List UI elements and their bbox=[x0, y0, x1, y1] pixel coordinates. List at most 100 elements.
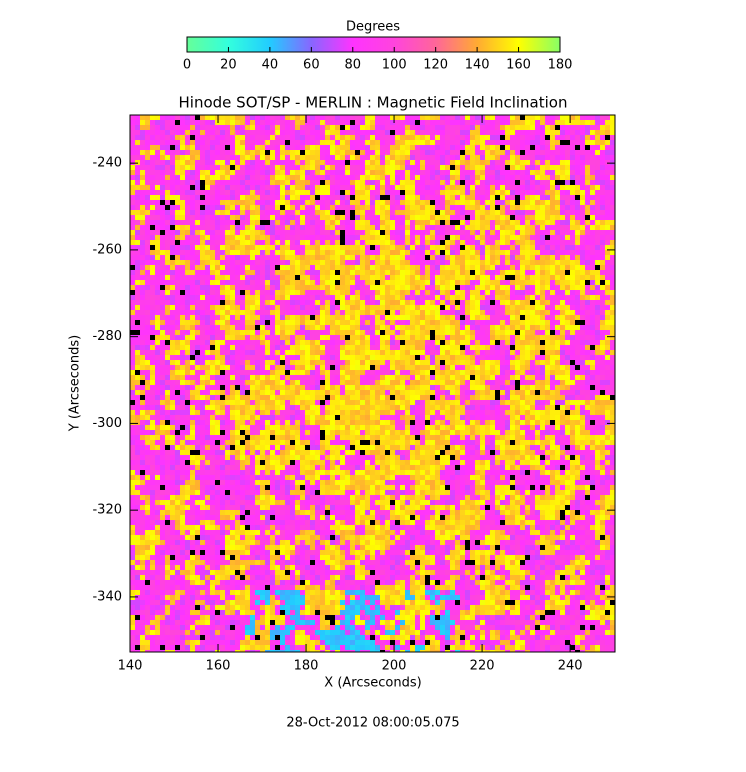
image-pixel bbox=[305, 280, 310, 285]
image-pixel bbox=[440, 240, 445, 245]
image-pixel bbox=[165, 320, 170, 325]
image-pixel bbox=[145, 320, 150, 325]
image-pixel bbox=[185, 230, 190, 235]
image-pixel bbox=[605, 120, 610, 125]
image-pixel bbox=[275, 225, 280, 230]
image-pixel bbox=[275, 155, 280, 160]
image-pixel bbox=[155, 345, 160, 350]
image-pixel bbox=[235, 205, 240, 210]
image-pixel bbox=[365, 270, 370, 275]
image-pixel bbox=[550, 250, 555, 255]
image-pixel bbox=[585, 345, 590, 350]
image-pixel bbox=[330, 190, 335, 195]
image-pixel bbox=[275, 200, 280, 205]
image-pixel bbox=[445, 170, 450, 175]
image-pixel bbox=[585, 175, 590, 180]
image-pixel bbox=[405, 280, 410, 285]
image-pixel bbox=[490, 340, 495, 345]
image-pixel bbox=[175, 210, 180, 215]
image-pixel bbox=[440, 350, 445, 355]
image-pixel bbox=[195, 200, 200, 205]
image-pixel bbox=[315, 265, 320, 270]
image-pixel bbox=[185, 200, 190, 205]
image-pixel bbox=[370, 345, 375, 350]
image-pixel bbox=[400, 305, 405, 310]
image-pixel bbox=[260, 260, 265, 265]
image-pixel bbox=[195, 235, 200, 240]
image-pixel bbox=[605, 175, 610, 180]
image-pixel bbox=[520, 225, 525, 230]
image-pixel bbox=[590, 155, 595, 160]
image-pixel bbox=[170, 240, 175, 245]
image-pixel bbox=[225, 235, 230, 240]
image-pixel bbox=[270, 275, 275, 280]
image-pixel bbox=[540, 235, 545, 240]
image-pixel bbox=[260, 250, 265, 255]
image-pixel bbox=[285, 220, 290, 225]
image-pixel bbox=[295, 290, 300, 295]
image-pixel bbox=[345, 335, 350, 340]
image-pixel bbox=[380, 225, 385, 230]
image-pixel bbox=[405, 350, 410, 355]
image-pixel bbox=[330, 370, 335, 375]
image-pixel bbox=[200, 330, 205, 335]
image-pixel bbox=[370, 290, 375, 295]
image-pixel bbox=[180, 335, 185, 340]
image-pixel bbox=[220, 250, 225, 255]
image-pixel bbox=[240, 355, 245, 360]
image-pixel bbox=[430, 120, 435, 125]
image-pixel bbox=[140, 365, 145, 370]
image-pixel bbox=[380, 235, 385, 240]
image-pixel bbox=[430, 215, 435, 220]
image-pixel bbox=[540, 215, 545, 220]
image-pixel bbox=[390, 180, 395, 185]
image-pixel bbox=[325, 280, 330, 285]
image-pixel bbox=[490, 160, 495, 165]
image-pixel bbox=[260, 175, 265, 180]
image-pixel bbox=[385, 235, 390, 240]
image-pixel bbox=[415, 290, 420, 295]
image-pixel bbox=[360, 260, 365, 265]
image-pixel bbox=[255, 335, 260, 340]
image-pixel bbox=[535, 225, 540, 230]
image-pixel bbox=[350, 200, 355, 205]
image-pixel bbox=[330, 150, 335, 155]
image-pixel bbox=[210, 370, 215, 375]
image-pixel bbox=[290, 325, 295, 330]
image-pixel bbox=[300, 235, 305, 240]
image-pixel bbox=[230, 235, 235, 240]
image-pixel bbox=[150, 250, 155, 255]
image-pixel bbox=[275, 345, 280, 350]
image-pixel bbox=[330, 290, 335, 295]
image-pixel bbox=[525, 235, 530, 240]
image-pixel bbox=[480, 275, 485, 280]
image-pixel bbox=[595, 155, 600, 160]
image-pixel bbox=[140, 250, 145, 255]
image-pixel bbox=[520, 125, 525, 130]
image-pixel bbox=[420, 120, 425, 125]
image-pixel bbox=[155, 305, 160, 310]
image-pixel bbox=[395, 260, 400, 265]
image-pixel bbox=[590, 170, 595, 175]
image-pixel bbox=[280, 280, 285, 285]
image-pixel bbox=[550, 175, 555, 180]
image-pixel bbox=[280, 265, 285, 270]
image-pixel bbox=[295, 325, 300, 330]
image-pixel bbox=[350, 245, 355, 250]
image-pixel bbox=[575, 225, 580, 230]
image-pixel bbox=[265, 290, 270, 295]
image-pixel bbox=[505, 125, 510, 130]
image-pixel bbox=[565, 185, 570, 190]
image-pixel bbox=[320, 290, 325, 295]
image-pixel bbox=[265, 310, 270, 315]
image-pixel bbox=[150, 245, 155, 250]
image-pixel bbox=[270, 115, 275, 120]
image-pixel bbox=[265, 190, 270, 195]
image-pixel bbox=[410, 115, 415, 120]
image-pixel bbox=[150, 355, 155, 360]
image-pixel bbox=[435, 310, 440, 315]
image-pixel bbox=[415, 190, 420, 195]
image-pixel bbox=[375, 170, 380, 175]
image-pixel bbox=[410, 365, 415, 370]
image-pixel bbox=[530, 240, 535, 245]
